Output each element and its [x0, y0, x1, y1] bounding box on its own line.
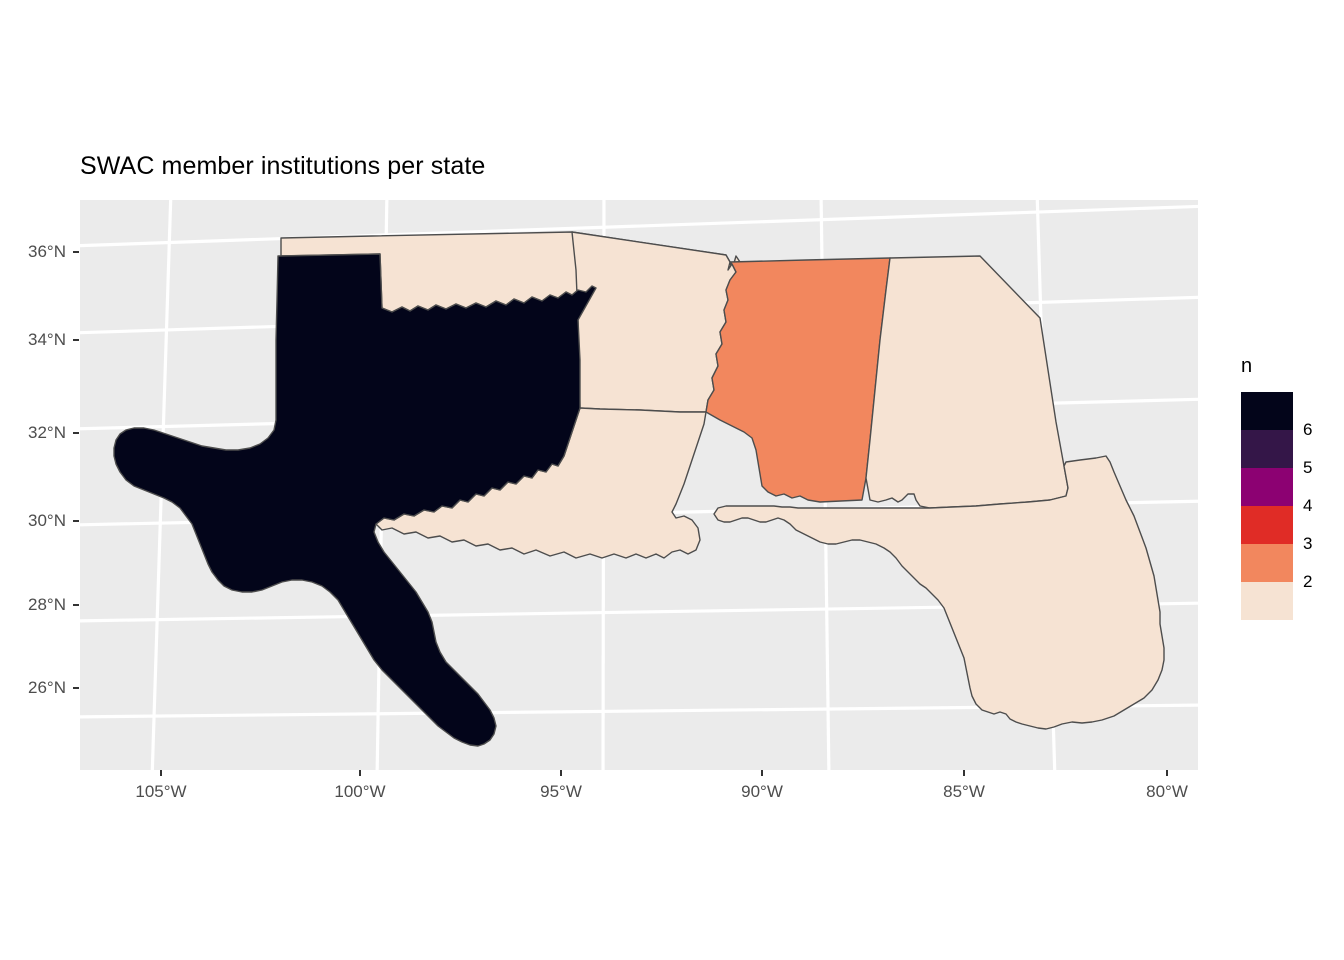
- y-tick-mark: [73, 339, 79, 341]
- y-tick-mark: [73, 687, 79, 689]
- legend-colorbar: [1241, 392, 1293, 620]
- y-axis: 36°N 34°N 32°N 30°N 28°N 26°N: [0, 0, 79, 960]
- x-tick-mark: [359, 770, 361, 776]
- y-tick-label: 28°N: [28, 595, 66, 614]
- states-group: [113, 231, 1165, 747]
- y-tick-label: 34°N: [28, 330, 66, 349]
- x-tick-label: 90°W: [741, 782, 783, 801]
- page-title: SWAC member institutions per state: [80, 152, 486, 180]
- legend-label: 3: [1303, 534, 1313, 553]
- legend-label: 4: [1303, 496, 1313, 515]
- x-tick-mark: [560, 770, 562, 776]
- x-tick-label: 80°W: [1146, 782, 1188, 801]
- state-alabama: [865, 255, 1069, 509]
- state-florida: [713, 455, 1165, 730]
- y-tick-label: 30°N: [28, 511, 66, 530]
- y-tick-mark: [73, 604, 79, 606]
- x-tick-mark: [761, 770, 763, 776]
- y-tick-label: 26°N: [28, 678, 66, 697]
- legend-band: [1241, 582, 1293, 620]
- legend-label: 2: [1303, 572, 1313, 591]
- legend-band: [1241, 430, 1293, 468]
- legend-band: [1241, 544, 1293, 582]
- legend-title: n: [1241, 355, 1253, 377]
- x-tick-label: 105°W: [135, 782, 187, 801]
- map-svg: [80, 200, 1198, 770]
- y-tick-mark: [73, 251, 79, 253]
- legend-band: [1241, 506, 1293, 544]
- legend-label: 6: [1303, 420, 1313, 439]
- legend-label: 5: [1303, 458, 1313, 477]
- y-tick-mark: [73, 432, 79, 434]
- y-tick-label: 36°N: [28, 242, 66, 261]
- map-panel: [80, 200, 1198, 770]
- state-texas: [113, 253, 597, 747]
- x-tick-mark: [963, 770, 965, 776]
- y-tick-label: 32°N: [28, 423, 66, 442]
- x-tick-label: 85°W: [943, 782, 985, 801]
- x-tick-mark: [1166, 770, 1168, 776]
- legend-band: [1241, 392, 1293, 430]
- y-tick-mark: [73, 520, 79, 522]
- x-tick-label: 100°W: [334, 782, 386, 801]
- x-tick-label: 95°W: [540, 782, 582, 801]
- x-tick-mark: [160, 770, 162, 776]
- legend-band: [1241, 468, 1293, 506]
